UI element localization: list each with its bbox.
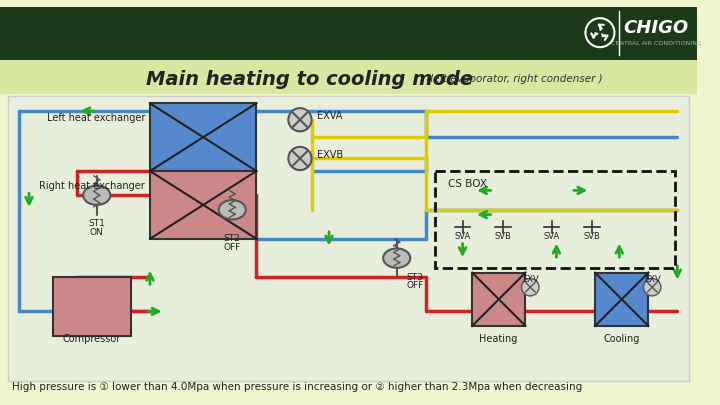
Bar [472, 273, 526, 326]
Text: CENTRAL AIR CONDITIONING: CENTRAL AIR CONDITIONING [611, 41, 701, 46]
Text: Heating: Heating [479, 334, 518, 343]
Ellipse shape [383, 248, 410, 268]
Bar [595, 273, 648, 326]
Text: ST3: ST3 [406, 273, 423, 281]
Bar [0, 60, 697, 94]
Text: ST1: ST1 [89, 220, 105, 228]
Text: OFF: OFF [224, 243, 241, 252]
Bar [150, 171, 256, 239]
Bar [53, 277, 130, 336]
Text: Left heat exchanger: Left heat exchanger [47, 113, 145, 123]
Bar [436, 171, 675, 268]
Bar [150, 103, 256, 171]
Circle shape [289, 147, 312, 170]
Circle shape [644, 279, 661, 296]
Text: EXV: EXV [522, 275, 539, 284]
Text: OFF: OFF [406, 281, 423, 290]
Text: Compressor: Compressor [63, 334, 121, 343]
Text: EXVA: EXVA [318, 111, 343, 121]
Text: EXV: EXV [644, 275, 660, 284]
Text: CHIGO: CHIGO [624, 19, 688, 37]
Text: Right heat exchanger: Right heat exchanger [40, 181, 145, 191]
Bar [0, 6, 697, 60]
Text: High pressure is ① lower than 4.0Mpa when pressure is increasing or ② higher tha: High pressure is ① lower than 4.0Mpa whe… [12, 382, 582, 392]
Circle shape [289, 108, 312, 131]
Bar [8, 96, 689, 381]
Text: SVB: SVB [495, 232, 512, 241]
Text: EXVB: EXVB [318, 149, 343, 160]
Text: CS BOX: CS BOX [448, 179, 487, 189]
Ellipse shape [219, 200, 246, 220]
Bar [571, 9, 695, 58]
Ellipse shape [84, 185, 110, 205]
Text: Cooling: Cooling [603, 334, 639, 343]
Text: Main heating to cooling mode: Main heating to cooling mode [146, 70, 473, 89]
Text: ON: ON [90, 228, 104, 237]
Circle shape [521, 279, 539, 296]
Text: SVA: SVA [544, 232, 559, 241]
Text: SVA: SVA [454, 232, 471, 241]
Text: SVB: SVB [584, 232, 600, 241]
Text: ST2: ST2 [224, 234, 240, 243]
Text: (left evaporator, right condenser ): (left evaporator, right condenser ) [423, 74, 603, 84]
